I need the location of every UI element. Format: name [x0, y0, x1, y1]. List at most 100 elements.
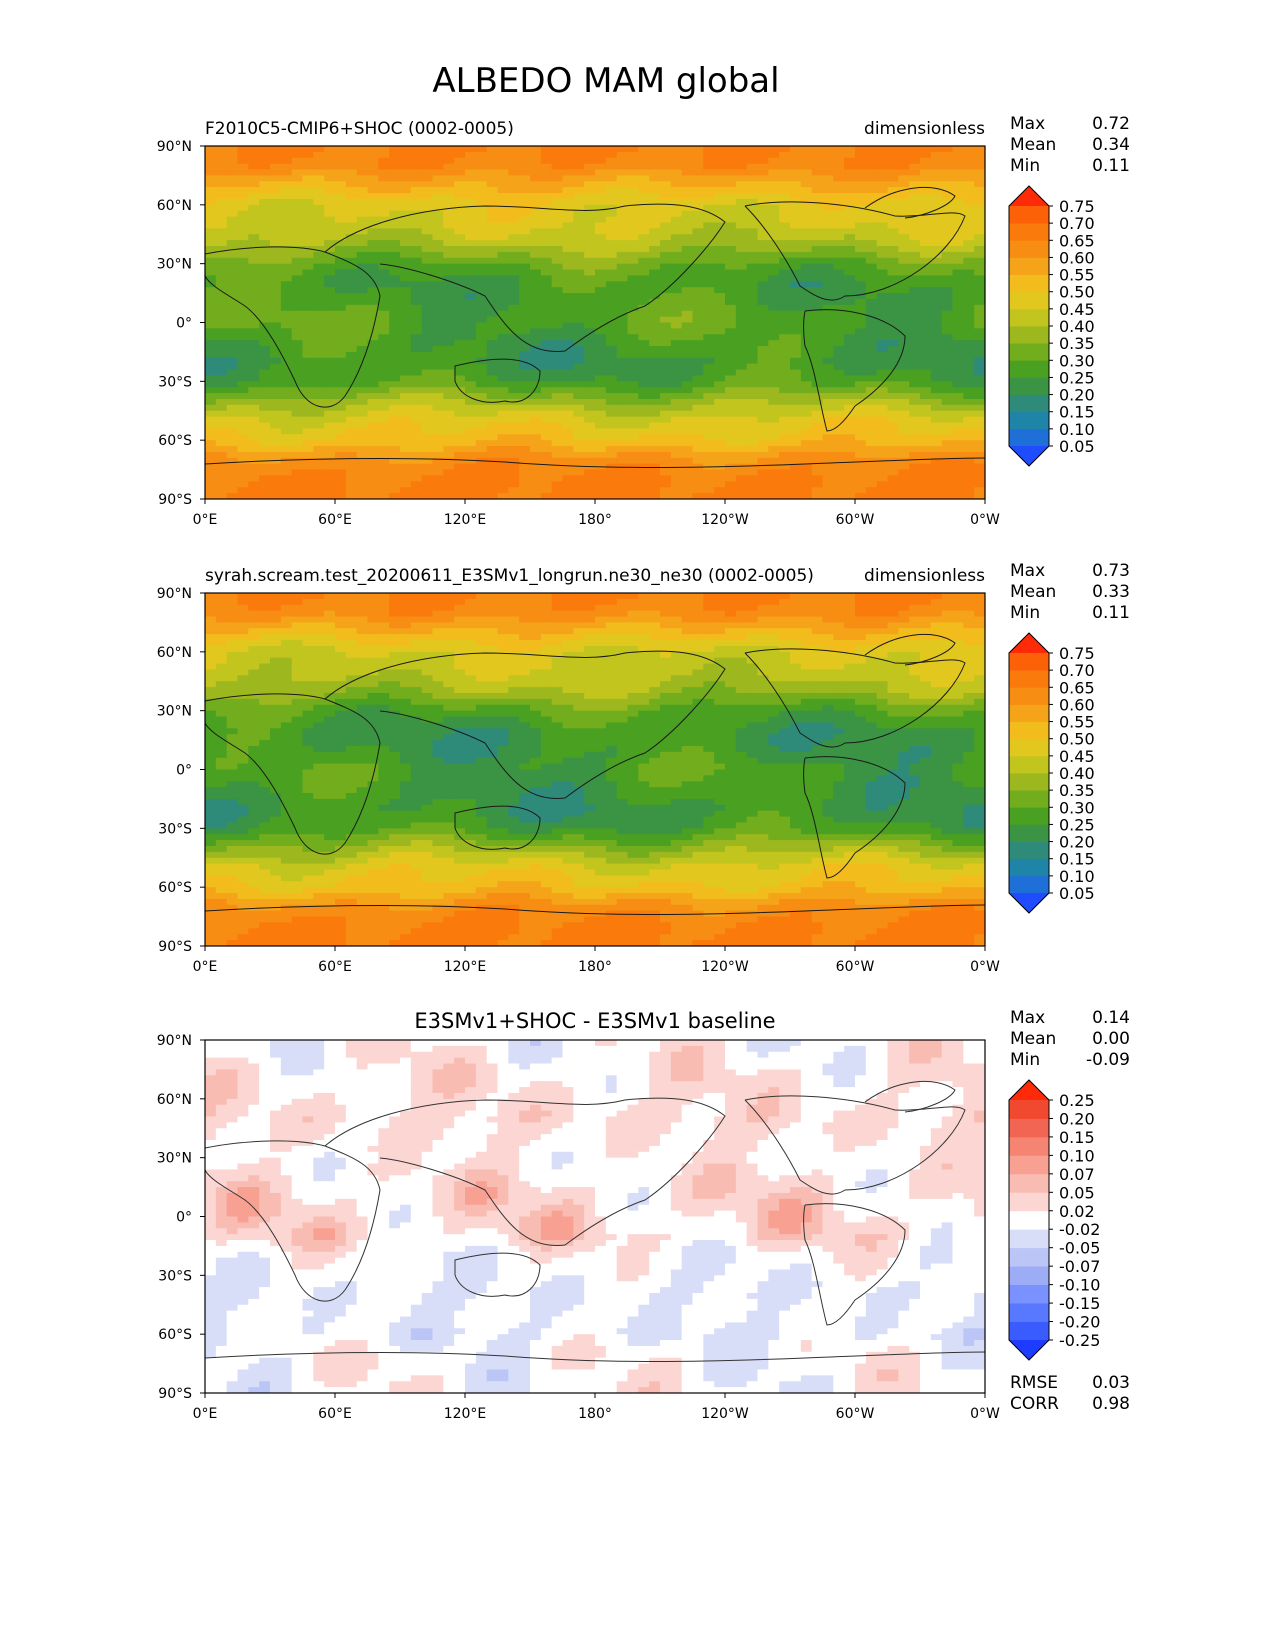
field-cell — [270, 369, 282, 377]
field-cell — [324, 387, 336, 394]
field-cell — [237, 357, 249, 365]
field-cell — [508, 198, 520, 206]
field-cell — [573, 469, 585, 477]
field-cell — [865, 193, 878, 200]
field-cell — [551, 593, 564, 600]
field-cell — [898, 316, 910, 324]
field-cell — [963, 393, 975, 400]
field-cell — [551, 251, 564, 259]
field-cell — [746, 287, 759, 294]
field-cell — [811, 334, 824, 341]
field-cell — [465, 357, 477, 365]
field-cell — [638, 163, 650, 171]
field-cell — [486, 210, 499, 218]
field-cell — [930, 287, 943, 294]
field-cell — [497, 157, 509, 165]
field-cell — [475, 198, 488, 206]
field-cell — [833, 304, 845, 312]
field-cell — [768, 457, 780, 465]
field-cell — [270, 216, 282, 224]
field-cell — [335, 428, 347, 435]
field-cell — [952, 228, 964, 235]
field-cell — [725, 322, 737, 329]
field-cell — [714, 634, 726, 641]
field-cell — [486, 493, 499, 499]
field-cell — [811, 434, 824, 441]
field-cell — [237, 251, 249, 259]
field-cell — [475, 328, 488, 335]
field-cell — [573, 210, 585, 218]
field-cell — [356, 269, 369, 277]
field-cell — [443, 334, 455, 341]
field-cell — [324, 422, 336, 429]
field-cell — [551, 598, 564, 606]
field-cell — [811, 610, 824, 618]
field-cell — [551, 393, 564, 400]
field-cell — [855, 404, 867, 412]
field-cell — [335, 287, 347, 294]
field-cell — [714, 416, 726, 424]
field-cell — [876, 328, 889, 335]
field-cell — [584, 328, 596, 335]
field-cell — [356, 169, 369, 177]
field-cell — [475, 351, 488, 359]
field-cell — [584, 457, 596, 465]
field-cell — [378, 228, 390, 235]
field-cell — [519, 393, 531, 400]
field-cell — [465, 598, 477, 606]
field-cell — [432, 469, 444, 477]
field-cell — [248, 193, 260, 200]
field-cell — [855, 240, 867, 247]
field-cell — [205, 440, 217, 447]
field-cell — [692, 593, 704, 600]
field-cell — [302, 357, 314, 365]
field-cell — [205, 387, 217, 394]
field-cell — [692, 169, 704, 177]
field-cell — [952, 369, 964, 377]
field-cell — [389, 287, 401, 294]
field-cell — [822, 257, 834, 265]
field-cell — [432, 398, 444, 406]
field-cell — [941, 493, 954, 499]
field-cell — [865, 616, 878, 624]
field-cell — [248, 222, 260, 229]
field-cell — [714, 222, 726, 229]
field-cell — [400, 475, 412, 482]
field-cell — [800, 310, 813, 318]
field-cell — [508, 381, 520, 388]
field-cell — [800, 146, 813, 153]
field-cell — [540, 246, 553, 253]
field-cell — [259, 440, 271, 447]
field-cell — [400, 351, 412, 359]
field-cell — [605, 610, 618, 618]
field-cell — [540, 334, 553, 341]
field-cell — [519, 469, 531, 477]
field-cell — [551, 281, 564, 288]
field-cell — [443, 281, 455, 288]
field-cell — [400, 440, 412, 447]
field-cell — [757, 457, 769, 465]
field-cell — [941, 157, 954, 165]
field-cell — [865, 251, 878, 259]
field-cell — [270, 487, 282, 494]
field-cell — [920, 351, 932, 359]
field-cell — [974, 357, 985, 365]
field-cell — [898, 469, 910, 477]
field-cell — [421, 404, 434, 412]
field-cell — [757, 610, 769, 618]
field-cell — [974, 275, 985, 282]
field-cell — [530, 493, 542, 499]
field-cell — [681, 410, 694, 418]
field-cell — [573, 416, 585, 424]
field-cell — [215, 157, 228, 165]
field-cell — [692, 610, 704, 618]
field-cell — [649, 398, 661, 406]
field-cell — [454, 310, 466, 318]
field-cell — [389, 228, 401, 235]
field-cell — [573, 222, 585, 229]
field-cell — [714, 234, 726, 241]
field-cell — [670, 369, 683, 377]
field-cell — [551, 322, 564, 329]
field-cell — [540, 328, 553, 335]
field-cell — [703, 316, 715, 324]
